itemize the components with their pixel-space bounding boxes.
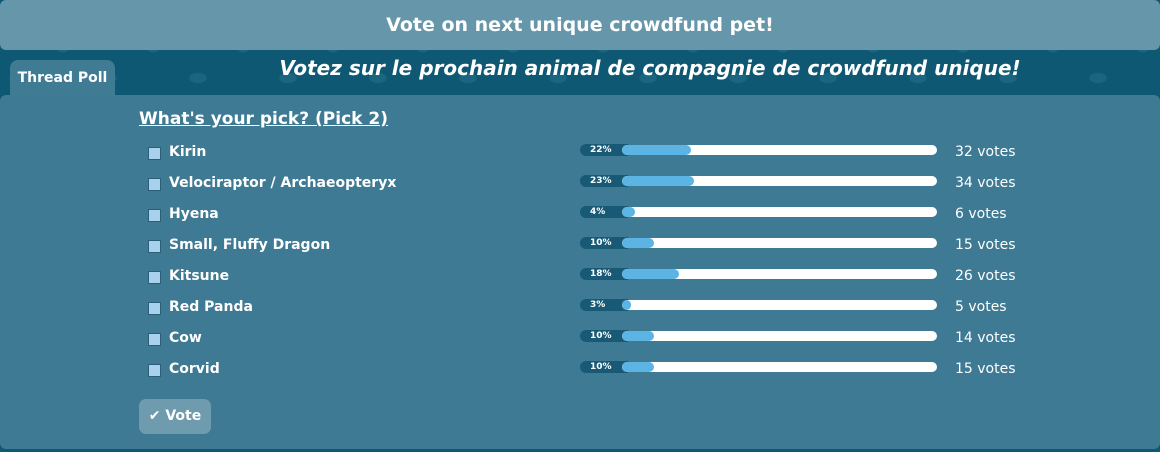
bar-fill: [622, 207, 635, 217]
header-subtitle: Votez sur le prochain animal de compagni…: [279, 56, 1021, 80]
option-name: Kirin: [169, 144, 207, 160]
bar-track: [622, 362, 937, 372]
poll-question: What's your pick? (Pick 2): [139, 109, 388, 129]
bar-fill: [622, 145, 692, 155]
vote-count: 32 votes: [955, 144, 1016, 160]
bar-track: [622, 331, 937, 341]
vote-count: 14 votes: [955, 330, 1016, 346]
vote-count: 15 votes: [955, 361, 1016, 377]
percent-label: 3%: [580, 299, 628, 311]
option-name: Small, Fluffy Dragon: [169, 237, 331, 253]
checkbox[interactable]: [148, 240, 161, 253]
check-icon: ✔: [148, 408, 161, 424]
bar-track: [622, 176, 937, 186]
bar-track: [622, 207, 937, 217]
percent-label: 23%: [580, 175, 628, 187]
bar-track: [622, 238, 937, 248]
bar-track: [622, 269, 937, 279]
percent-label: 18%: [580, 268, 628, 280]
bar-fill: [622, 176, 695, 186]
percent-label: 10%: [580, 330, 628, 342]
percent-label: 10%: [580, 237, 628, 249]
option-name: Corvid: [169, 361, 220, 377]
vote-button[interactable]: ✔ Vote: [139, 399, 211, 434]
percent-label: 10%: [580, 361, 628, 373]
vote-count: 5 votes: [955, 299, 1007, 315]
percent-label: 22%: [580, 144, 628, 156]
checkbox[interactable]: [148, 178, 161, 191]
option-name: Cow: [169, 330, 202, 346]
checkbox[interactable]: [148, 271, 161, 284]
checkbox[interactable]: [148, 302, 161, 315]
vote-count: 6 votes: [955, 206, 1007, 222]
option-name: Red Panda: [169, 299, 253, 315]
option-name: Velociraptor / Archaeopteryx: [169, 175, 397, 191]
bar-fill: [622, 331, 654, 341]
vote-count: 15 votes: [955, 237, 1016, 253]
bar-fill: [622, 300, 632, 310]
checkbox[interactable]: [148, 364, 161, 377]
button-label: Vote: [165, 408, 202, 424]
vote-count: 34 votes: [955, 175, 1016, 191]
bar-fill: [622, 269, 679, 279]
vote-count: 26 votes: [955, 268, 1016, 284]
tab[interactable]: Thread Poll: [10, 60, 115, 96]
option-name: Hyena: [169, 206, 219, 222]
bar-track: [622, 145, 937, 155]
header-title: Vote on next unique crowdfund pet!: [0, 0, 1160, 50]
bar-fill: [622, 238, 654, 248]
percent-label: 4%: [580, 206, 628, 218]
bar-fill: [622, 362, 654, 372]
bar-track: [622, 300, 937, 310]
checkbox[interactable]: [148, 147, 161, 160]
option-name: Kitsune: [169, 268, 230, 284]
checkbox[interactable]: [148, 333, 161, 346]
checkbox[interactable]: [148, 209, 161, 222]
